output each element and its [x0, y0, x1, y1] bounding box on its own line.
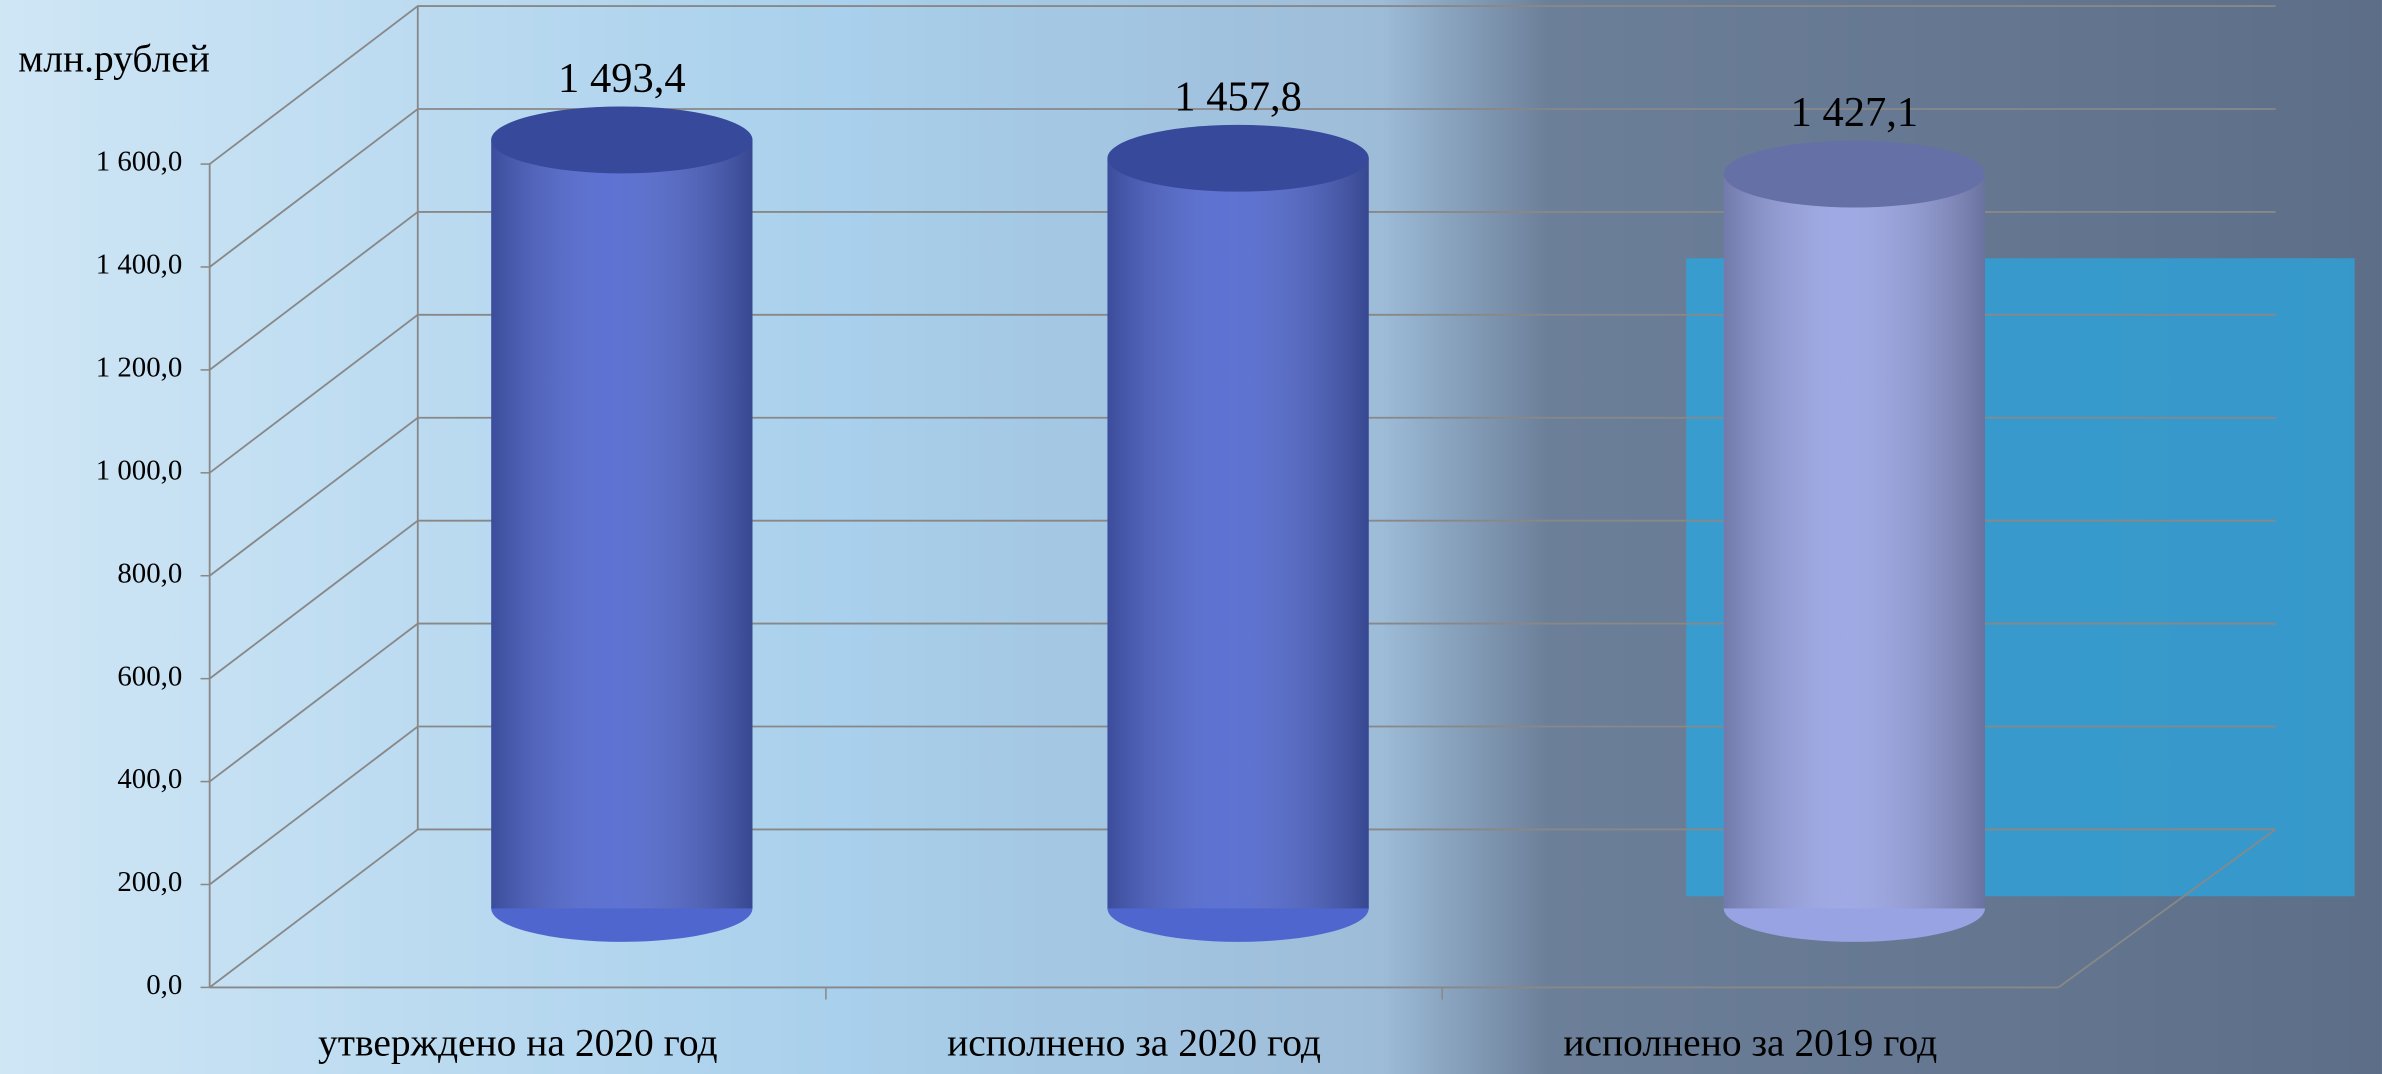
grid-line [209, 211, 2276, 371]
y-tick-label: 200,0 [117, 866, 182, 898]
bar-shading [1107, 158, 1369, 909]
y-tick-label: 0,0 [146, 969, 182, 1001]
grid-line [209, 5, 2276, 165]
grid-line [209, 416, 2276, 577]
y-tick-label: 800,0 [117, 557, 182, 589]
grid-line [209, 519, 2276, 680]
y-tick-label: 1 000,0 [96, 454, 183, 486]
y-tick-label: 1 400,0 [96, 249, 183, 281]
y-tick-label: 600,0 [117, 660, 182, 692]
y-tick-label: 400,0 [117, 763, 182, 795]
bar-top-shade [1723, 140, 1985, 208]
grid-line [209, 108, 2276, 268]
y-tick-label: 1 200,0 [96, 352, 183, 384]
grid-line [209, 622, 2276, 783]
value-label: 1 427,1 [1791, 89, 1919, 136]
bar-shading [1723, 174, 1985, 909]
bar-top-shade [1107, 124, 1369, 192]
grid-line [209, 828, 2276, 989]
y-axis-label: млн.рублей [18, 36, 210, 80]
x-tick-label: исполнено за 2019 год [1563, 1021, 1937, 1065]
y-tick-label: 1 600,0 [96, 146, 183, 178]
floor-right-edge [2057, 828, 2277, 989]
grid-line [209, 313, 2276, 474]
bar-top [1107, 124, 1369, 192]
bar-shading [491, 139, 753, 909]
x-tick-label: исполнено за 2020 год [947, 1021, 1321, 1065]
value-label: 1 457,8 [1174, 73, 1302, 120]
bar-top-shade [491, 106, 753, 174]
value-label: 1 493,4 [558, 55, 686, 102]
bar-top [491, 106, 753, 174]
x-tick-label: утверждено на 2020 год [318, 1021, 718, 1065]
bar-top [1723, 140, 1985, 208]
grid-line [209, 725, 2276, 886]
